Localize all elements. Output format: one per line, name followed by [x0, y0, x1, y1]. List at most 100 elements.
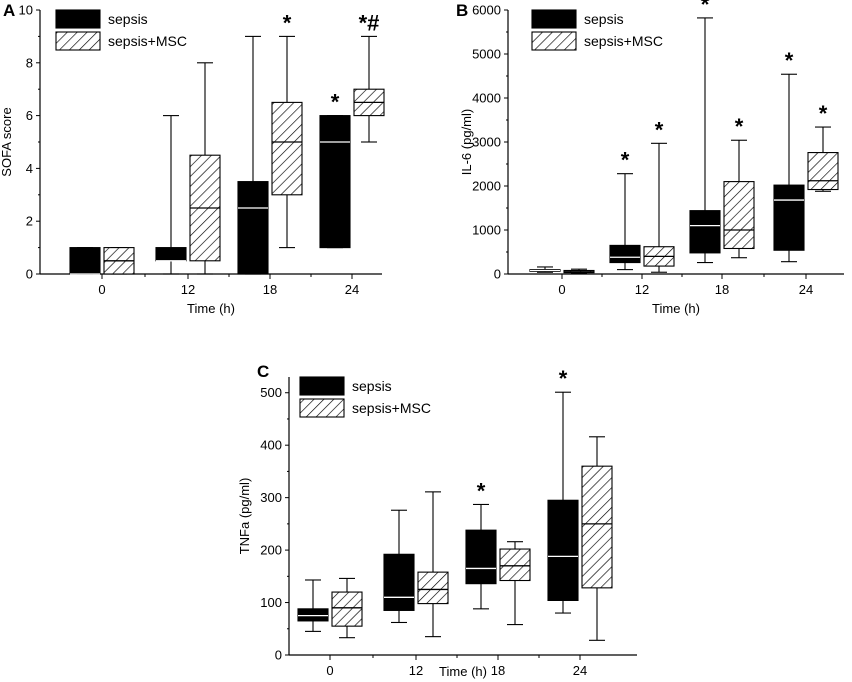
box-sepsis-msc-18h: *	[723, 114, 755, 259]
box-sepsis-msc-24h: *#	[353, 10, 385, 143]
box-sepsis-0h	[69, 247, 101, 275]
legend-swatch	[531, 9, 577, 29]
significance-marker: *	[477, 478, 486, 503]
box-iqr	[723, 181, 755, 250]
box-iqr	[155, 247, 187, 262]
significance-marker: *	[701, 0, 710, 17]
box-sepsis-msc-24h: *	[807, 101, 839, 192]
significance-marker: *	[785, 48, 794, 73]
legend-label: sepsis+MSC	[352, 400, 431, 416]
box-sepsis-msc-18h	[499, 541, 531, 626]
chart-panel-b: B 0 1000 2000 3000 4000 5000 6000 0 12 18 24 Time (h…	[456, 0, 844, 316]
box-sepsis-24h: *	[773, 48, 805, 263]
box-sepsis-msc-0h	[563, 268, 595, 275]
x-tick-label: 18	[263, 282, 277, 297]
y-tick-label: 0	[494, 267, 501, 282]
legend-label: sepsis	[108, 11, 148, 27]
x-tick-label: 0	[558, 282, 565, 297]
box-iqr	[331, 591, 363, 627]
legend-swatch	[299, 376, 345, 396]
y-tick-label: 6	[26, 108, 33, 123]
box-sepsis-msc-0h	[103, 247, 135, 275]
y-tick-label: 5000	[472, 47, 501, 62]
box-iqr	[237, 181, 269, 275]
y-axis-title: SOFA score	[0, 107, 14, 176]
significance-marker: *	[735, 114, 744, 139]
x-tick-label: 12	[409, 663, 423, 678]
box-sepsis-msc-0h	[331, 577, 363, 639]
y-tick-label: 2000	[472, 179, 501, 194]
x-axis-title: Time (h)	[187, 301, 235, 316]
box-iqr	[69, 247, 101, 275]
box-iqr	[271, 101, 303, 196]
y-tick-label: 300	[260, 490, 282, 505]
y-tick-label: 2	[26, 214, 33, 229]
box-sepsis-msc-12h	[417, 491, 449, 638]
x-tick-label: 0	[98, 282, 105, 297]
legend-label: sepsis	[584, 11, 624, 27]
box-sepsis-12h: *	[609, 148, 641, 271]
x-tick-label: 0	[326, 663, 333, 678]
y-tick-label: 8	[26, 55, 33, 70]
box-sepsis-18h: *	[689, 0, 721, 264]
legend-label: sepsis+MSC	[584, 33, 663, 49]
panel-letter: B	[456, 1, 468, 20]
box-sepsis-18h	[237, 35, 269, 275]
box-iqr	[689, 210, 721, 254]
legend-swatch	[55, 31, 101, 51]
y-tick-label: 4	[26, 161, 33, 176]
x-tick-label: 24	[799, 282, 813, 297]
box-sepsis-0h	[297, 579, 329, 632]
significance-marker: *	[283, 10, 292, 35]
x-tick-label: 18	[715, 282, 729, 297]
y-tick-label: 0	[26, 267, 33, 282]
box-iqr	[547, 499, 579, 601]
box-iqr	[417, 571, 449, 605]
box-sepsis-msc-18h: *	[271, 10, 303, 249]
y-tick-label: 6000	[472, 3, 501, 18]
chart-panel-c: C 0 100 200 300 400 500 0 12 18 24 Time (h) TNFa (pg…	[237, 362, 637, 679]
box-sepsis-24h: *	[547, 366, 579, 614]
panel-letter: C	[257, 362, 269, 381]
box-iqr	[383, 553, 415, 611]
box-sepsis-12h	[383, 509, 415, 624]
box-iqr	[609, 244, 641, 264]
y-axis-title: TNFa (pg/ml)	[237, 478, 252, 555]
significance-marker: *	[621, 148, 630, 173]
x-axis-title: Time (h)	[439, 664, 487, 679]
y-tick-label: 500	[260, 385, 282, 400]
box-iqr	[297, 608, 329, 622]
legend-swatch	[299, 398, 345, 418]
y-tick-label: 3000	[472, 135, 501, 150]
box-iqr	[773, 184, 805, 251]
box-sepsis-0h	[529, 266, 561, 273]
significance-marker: *	[655, 117, 664, 142]
y-tick-label: 100	[260, 595, 282, 610]
box-iqr	[581, 465, 613, 589]
panel-letter: A	[3, 1, 15, 20]
x-tick-label: 12	[181, 282, 195, 297]
box-sepsis-18h: *	[465, 478, 497, 610]
box-sepsis-24h: *	[319, 90, 351, 249]
box-iqr	[319, 115, 351, 249]
legend-label: sepsis+MSC	[108, 33, 187, 49]
legend-label: sepsis	[352, 378, 392, 394]
y-tick-label: 0	[275, 648, 282, 663]
y-tick-label: 10	[19, 3, 33, 18]
significance-marker: *	[559, 366, 568, 391]
box-sepsis-msc-12h: *	[643, 117, 675, 273]
box-iqr	[807, 152, 839, 191]
legend-swatch	[531, 31, 577, 51]
x-tick-label: 24	[573, 663, 587, 678]
legend-swatch	[55, 9, 101, 29]
box-sepsis-msc-24h	[581, 436, 613, 641]
y-tick-label: 1000	[472, 223, 501, 238]
x-tick-label: 12	[635, 282, 649, 297]
box-sepsis-msc-12h	[189, 62, 221, 275]
box-sepsis-12h	[155, 115, 187, 275]
x-axis-title: Time (h)	[652, 301, 700, 316]
significance-marker: *	[819, 101, 828, 126]
y-tick-label: 200	[260, 543, 282, 558]
